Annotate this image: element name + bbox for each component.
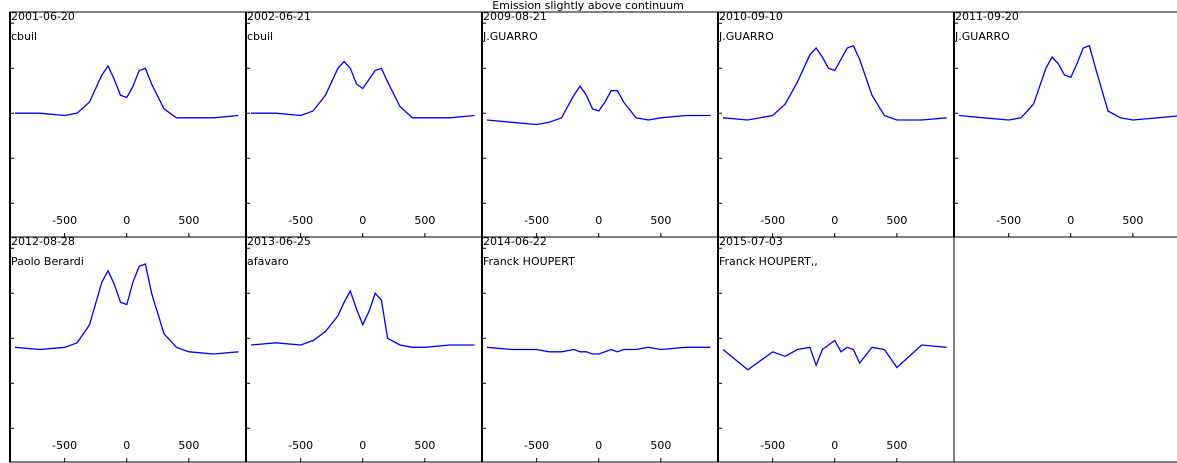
panel-frame	[953, 11, 1177, 238]
x-tick-label: 500	[650, 439, 671, 452]
panel: -500 0 500 2001-06-20 cbuil	[9, 10, 239, 237]
x-tick-label: -500	[996, 214, 1021, 227]
x-tick-label: 0	[1067, 214, 1074, 227]
panel-observer: afavaro	[247, 255, 289, 268]
x-tick-label: 0	[595, 214, 602, 227]
panel: -500 0 500 2012-08-28 Paolo Berardi	[9, 235, 239, 462]
x-tick-label: -500	[52, 439, 77, 452]
panel: -500 0 500 2002-06-21 cbuil	[245, 10, 475, 237]
panel-frame	[9, 11, 247, 238]
spectrum-line	[486, 85, 711, 126]
spectrum-line	[958, 44, 1177, 121]
x-tick-label: -500	[760, 214, 785, 227]
panel-observer: J.GUARRO	[954, 30, 1010, 43]
x-tick-label: 500	[414, 439, 435, 452]
x-tick-label: 0	[359, 439, 366, 452]
panel-frame	[717, 236, 955, 463]
x-tick-label: 500	[886, 214, 907, 227]
spectrum-line	[722, 44, 947, 121]
spectrum-line	[251, 60, 475, 119]
x-tick-label: -500	[288, 439, 313, 452]
x-tick-label: 0	[831, 214, 838, 227]
panel: -500 0 500 2009-08-21 J.GUARRO	[481, 10, 711, 237]
x-tick-label: 0	[595, 439, 602, 452]
panel: -500 0 500 2014-06-22 Franck HOUPERT	[481, 235, 711, 462]
panel-observer: Franck HOUPERT	[483, 255, 575, 268]
spectrum-line	[15, 64, 239, 119]
panel-date: 2015-07-03	[719, 235, 783, 248]
x-tick-label: 500	[178, 214, 199, 227]
panel-date: 2009-08-21	[483, 10, 547, 23]
panel: -500 0 500 2013-06-25 afavaro	[245, 235, 475, 462]
x-tick-label: -500	[760, 439, 785, 452]
panel-date: 2011-09-20	[955, 10, 1019, 23]
spectrum-line	[250, 289, 475, 348]
x-tick-label: -500	[524, 439, 549, 452]
panel-date: 2013-06-25	[247, 235, 311, 248]
panel-date: 2001-06-20	[11, 10, 75, 23]
panel-frame	[481, 11, 719, 238]
panel-observer: J.GUARRO	[482, 30, 538, 43]
panel: -500 0 500 2010-09-10 J.GUARRO	[717, 10, 947, 237]
x-tick-label: -500	[524, 214, 549, 227]
panel-date: 2010-09-10	[719, 10, 783, 23]
panel-date: 2012-08-28	[11, 235, 75, 248]
x-tick-label: -500	[52, 214, 77, 227]
x-tick-label: 0	[359, 214, 366, 227]
panel-observer: Franck HOUPERT,,	[719, 255, 818, 268]
panel-observer: cbuil	[247, 30, 273, 43]
panel-frame	[717, 11, 955, 238]
panel: -500 0 500 2015-07-03 Franck HOUPERT,,	[717, 235, 947, 462]
page-title: Emission slightly above continuum	[492, 0, 684, 12]
panel-observer: Paolo Berardi	[11, 255, 84, 268]
panel-date: 2002-06-21	[247, 10, 311, 23]
panel-frame	[245, 236, 483, 463]
panel-observer: J.GUARRO	[718, 30, 774, 43]
x-tick-label: 500	[414, 214, 435, 227]
x-tick-label: 500	[650, 214, 671, 227]
x-tick-label: 0	[123, 214, 130, 227]
panel-frame	[245, 11, 483, 238]
panel-date: 2014-06-22	[483, 235, 547, 248]
spectrum-line	[486, 346, 711, 355]
x-tick-label: 500	[1122, 214, 1143, 227]
x-tick-label: 500	[886, 439, 907, 452]
spectrum-line	[14, 263, 239, 355]
spectrum-line	[722, 339, 947, 371]
x-tick-label: 500	[178, 439, 199, 452]
x-tick-label: 0	[123, 439, 130, 452]
x-tick-label: 0	[831, 439, 838, 452]
panel-frame	[953, 236, 1177, 463]
panel: -500 0 500 2011-09-20 J.GUARRO	[953, 10, 1177, 237]
panel-observer: cbuil	[11, 30, 37, 43]
x-tick-label: -500	[288, 214, 313, 227]
